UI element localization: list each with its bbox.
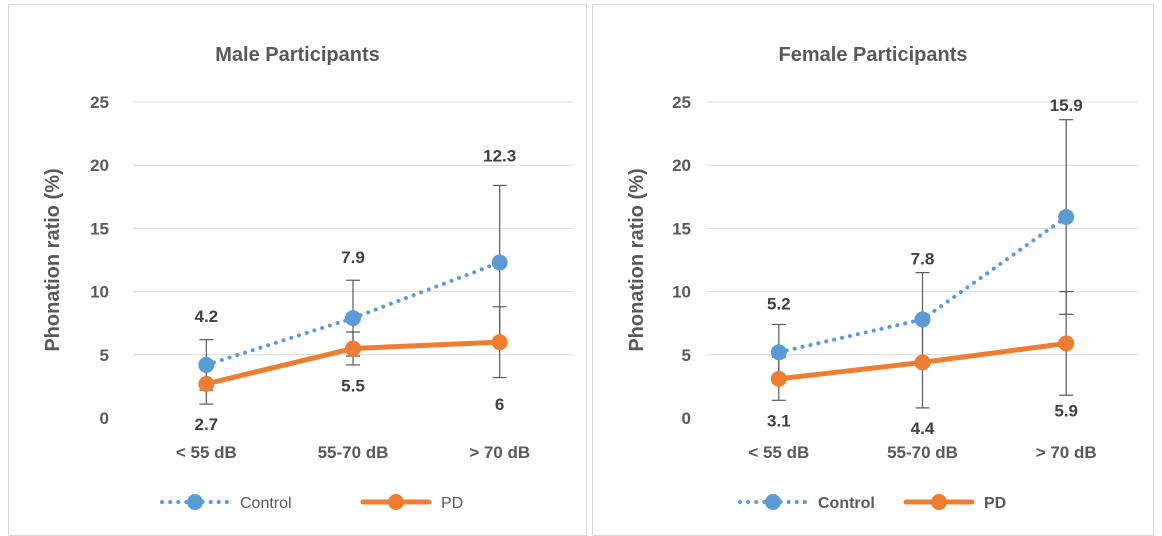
data-label-control: 4.2 [195,307,219,326]
data-label-pd: 2.7 [195,415,219,434]
male-chart-panel: Male Participants 0 5 10 15 20 25 Phonation rat… [8,4,587,536]
data-label-control: 12.3 [483,147,516,166]
y-axis-label: Phonation ratio (%) [626,168,648,351]
data-point-control [491,254,508,271]
female-chart-panel: Female Participants 0 5 10 15 20 25 Phonation r… [592,4,1154,536]
y-axis-label: Phonation ratio (%) [42,168,64,351]
chart-title: Female Participants [779,44,968,66]
legend-marker-pd [388,494,404,510]
data-label-pd: 5.5 [341,376,365,395]
chart-title: Male Participants [215,44,380,66]
y-tick-label: 20 [672,156,691,175]
y-tick-label: 5 [682,346,691,365]
y-tick-label: 10 [672,283,691,302]
data-point-pd [1058,335,1075,352]
x-tick-label: < 55 dB [748,443,809,462]
y-tick-label: 15 [672,219,691,238]
data-label-control: 15.9 [1050,96,1083,115]
data-point-control [1058,209,1075,226]
data-point-pd [345,340,361,357]
legend-label-control: Control [818,495,875,512]
x-tick-label: 55-70 dB [887,443,958,462]
data-point-control [198,356,215,373]
legend-label-control: Control [240,495,292,512]
data-label-pd: 3.1 [767,411,791,430]
x-tick-label: > 70 dB [469,443,530,462]
data-point-pd [198,375,215,392]
legend-label-pd: PD [441,495,463,512]
y-tick-label: 0 [682,409,691,428]
y-tick-label: 5 [100,346,109,365]
data-label-control: 7.8 [911,249,935,268]
data-label-pd: 4.4 [911,419,935,438]
data-point-control [914,311,931,328]
data-label-pd: 6 [495,395,504,414]
legend-label-pd: PD [984,495,1006,512]
data-label-pd: 5.9 [1054,401,1078,420]
y-tick-label: 25 [672,93,691,112]
male-chart-svg: Male Participants 0 5 10 15 20 25 Phonation rat… [42,44,573,512]
x-tick-label: 55-70 dB [318,443,389,462]
x-tick-label: < 55 dB [176,443,237,462]
data-point-pd [770,370,787,387]
legend-marker-control [187,494,203,510]
legend-marker-control [765,494,781,510]
data-point-control [345,310,361,327]
y-tick-label: 0 [100,409,109,428]
y-tick-label: 10 [90,283,109,302]
y-tick-label: 15 [90,219,109,238]
y-tick-label: 25 [90,93,109,112]
female-chart-svg: Female Participants 0 5 10 15 20 25 Phonation r… [626,44,1138,512]
data-point-pd [491,334,508,351]
x-tick-label: > 70 dB [1036,443,1097,462]
data-point-pd [914,354,931,371]
data-label-control: 7.9 [341,248,365,267]
data-label-control: 5.2 [767,294,791,313]
data-point-control [770,344,787,361]
legend-marker-pd [931,494,947,510]
y-tick-label: 20 [90,156,109,175]
